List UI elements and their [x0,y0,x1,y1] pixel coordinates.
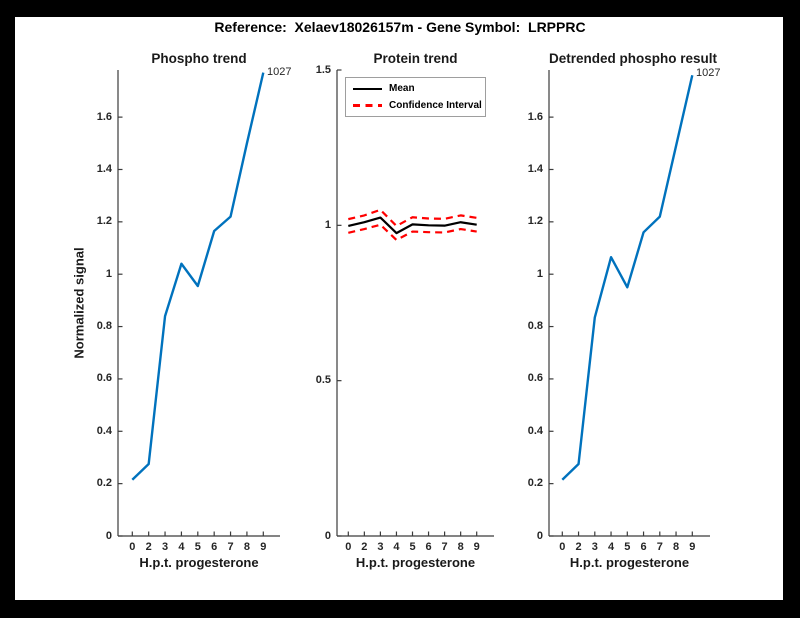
x-tick-label: 5 [194,541,201,553]
subplot-title-protein: Protein trend [373,51,458,66]
subplot-title-phospho: Phospho trend [151,51,247,66]
x-tick-label: 5 [409,541,416,553]
y-tick-label: 1 [536,267,543,280]
x-tick-label: 3 [161,541,169,553]
x-tick-label: 8 [243,541,250,553]
x-tick-label: 5 [624,541,631,553]
x-tick-label: 6 [211,541,218,553]
y-tick-label: 0.8 [527,320,543,333]
x-tick-label: 7 [656,541,663,553]
x-tick-label: 2 [145,541,152,553]
endpoint-annotation-detrended: 1027 [696,67,721,79]
y-tick-label: 0.6 [527,372,543,385]
x-tick-label: 0 [559,541,566,553]
x-tick-label: 6 [425,541,432,553]
y-tick-label: 1.2 [96,215,112,228]
x-axis-label-phospho: H.p.t. progesterone [139,555,259,570]
x-tick-label: 4 [607,541,615,553]
y-tick-label: 1.6 [96,110,112,123]
x-tick-label: 9 [260,541,267,553]
y-tick-label: 0.6 [96,372,112,385]
y-tick-label: 0.4 [527,424,543,437]
figure-title: Reference: Xelaev18026157m - Gene Symbol… [214,19,586,35]
x-tick-label: 0 [129,541,136,553]
x-tick-label: 7 [441,541,448,553]
mean-line-sample [353,87,382,90]
x-tick-label: 3 [591,541,598,553]
y-tick-label: 0.5 [315,374,331,387]
x-tick-label: 7 [227,541,234,553]
x-tick-label: 4 [393,541,400,553]
y-tick-label: 1.4 [96,162,112,175]
legend: Mean Confidence Interval [345,77,486,117]
y-tick-label: 0.2 [527,477,543,490]
endpoint-annotation-phospho: 1027 [267,66,292,78]
y-tick-label: 1.6 [527,110,543,123]
x-tick-label: 4 [178,541,185,553]
x-axis-label-protein: H.p.t. progesterone [355,555,476,570]
x-tick-label: 2 [361,541,368,553]
y-tick-label: 1.2 [527,215,543,228]
x-axis-label-detrended: H.p.t. progesterone [569,555,690,570]
y-axis-label: Normalized signal [71,247,87,359]
y-tick-label: 0.8 [96,320,112,333]
legend-label-ci: Confidence Interval [389,99,482,111]
x-tick-label: 8 [457,541,464,553]
subplot-title-detrended: Detrended phospho result [549,51,718,66]
y-tick-label: 0 [105,529,112,542]
y-tick-label: 0 [536,529,543,542]
x-tick-label: 9 [689,541,696,553]
legend-row-mean: Mean [346,81,485,97]
y-tick-label: 0.2 [96,477,112,490]
y-tick-label: 0 [324,529,331,542]
x-tick-label: 9 [473,541,480,553]
x-tick-label: 0 [345,541,352,553]
x-tick-label: 3 [377,541,384,553]
y-tick-label: 1 [105,267,112,280]
confidence-interval-line-sample [353,104,382,107]
y-tick-label: 0.4 [96,424,112,437]
legend-row-ci: Confidence Interval [346,97,485,113]
legend-label-mean: Mean [389,83,415,95]
y-tick-label: 1.5 [315,63,331,76]
x-tick-label: 8 [672,541,680,553]
x-tick-label: 2 [575,541,582,553]
y-tick-label: 1 [324,218,331,231]
x-tick-label: 6 [640,541,647,553]
y-tick-label: 1.4 [527,162,543,175]
